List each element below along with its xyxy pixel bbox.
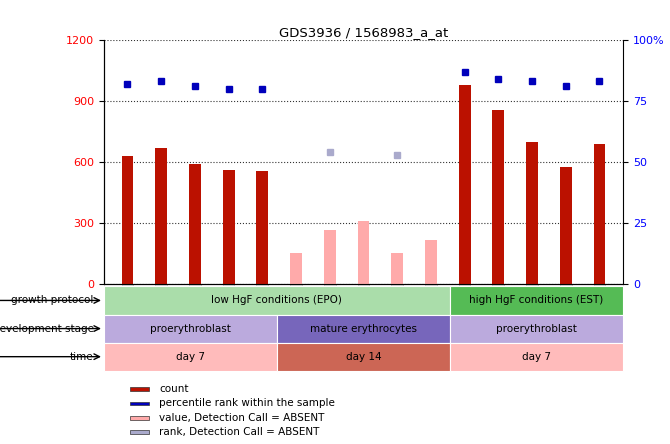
Title: GDS3936 / 1568983_a_at: GDS3936 / 1568983_a_at: [279, 26, 448, 39]
Bar: [450, 314, 623, 343]
Bar: [121, 156, 133, 284]
Text: day 7: day 7: [522, 352, 551, 362]
Bar: [277, 343, 450, 371]
Bar: [450, 343, 623, 371]
Bar: [222, 170, 234, 284]
Bar: [155, 148, 167, 284]
Bar: [526, 142, 538, 284]
Text: day 7: day 7: [176, 352, 205, 362]
Bar: [492, 110, 505, 284]
Text: day 14: day 14: [346, 352, 381, 362]
Text: development stage: development stage: [0, 324, 94, 333]
Bar: [130, 387, 149, 391]
Bar: [189, 164, 201, 284]
Text: rank, Detection Call = ABSENT: rank, Detection Call = ABSENT: [159, 427, 320, 437]
Bar: [130, 416, 149, 420]
Text: high HgF conditions (EST): high HgF conditions (EST): [470, 295, 604, 305]
Bar: [391, 253, 403, 284]
Bar: [104, 314, 277, 343]
Text: growth protocol: growth protocol: [11, 295, 94, 305]
Bar: [358, 221, 369, 284]
Bar: [104, 343, 277, 371]
Bar: [459, 85, 470, 284]
Bar: [130, 430, 149, 434]
Bar: [130, 401, 149, 405]
Bar: [425, 240, 437, 284]
Text: proerythroblast: proerythroblast: [150, 324, 231, 333]
Text: value, Detection Call = ABSENT: value, Detection Call = ABSENT: [159, 412, 324, 423]
Text: time: time: [70, 352, 94, 362]
Text: percentile rank within the sample: percentile rank within the sample: [159, 398, 335, 408]
Bar: [277, 314, 450, 343]
Bar: [594, 144, 606, 284]
Bar: [290, 253, 302, 284]
Bar: [104, 286, 450, 314]
Text: low HgF conditions (EPO): low HgF conditions (EPO): [212, 295, 342, 305]
Text: mature erythrocytes: mature erythrocytes: [310, 324, 417, 333]
Bar: [257, 171, 268, 284]
Text: proerythroblast: proerythroblast: [496, 324, 577, 333]
Bar: [560, 167, 572, 284]
Text: count: count: [159, 384, 188, 394]
Bar: [324, 230, 336, 284]
Bar: [450, 286, 623, 314]
